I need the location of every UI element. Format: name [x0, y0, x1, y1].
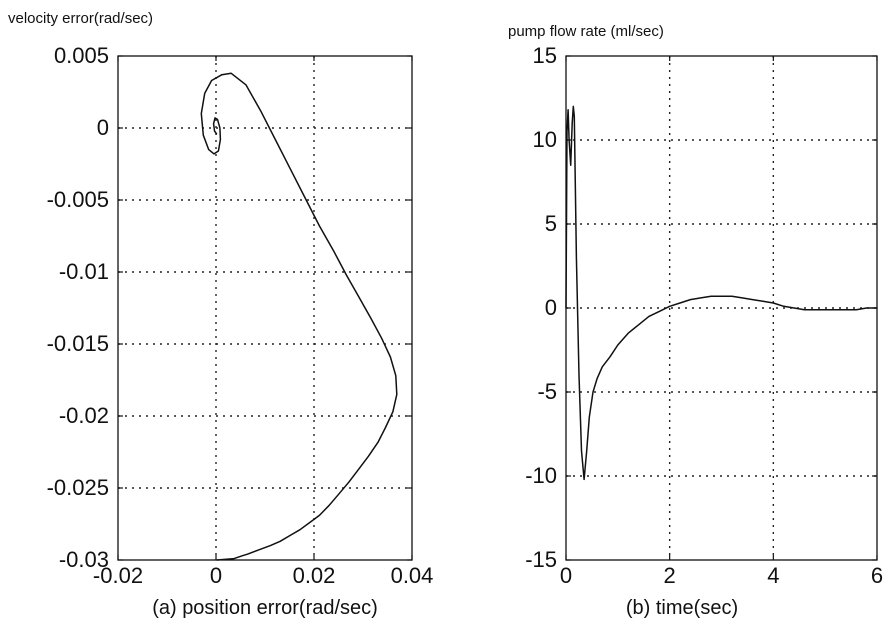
y-tick-label-b-3: 0	[545, 295, 557, 320]
y-axis-title-a: velocity error(rad/sec)	[8, 10, 153, 27]
y-tick-label-a-2: -0.005	[47, 187, 109, 212]
series-line-b-0	[565, 105, 878, 481]
x-tick-label-b-0: 0	[560, 563, 572, 588]
y-tick-label-a-3: -0.01	[59, 259, 109, 284]
x-axis-title-a: (a) position error(rad/sec)	[152, 597, 378, 619]
y-tick-label-b-4: -5	[537, 379, 557, 404]
y-tick-label-a-4: -0.015	[47, 331, 109, 356]
y-tick-label-a-6: -0.025	[47, 475, 109, 500]
y-tick-label-a-1: 0	[97, 115, 109, 140]
y-axis-title-b: pump flow rate (ml/sec)	[508, 23, 664, 40]
y-tick-label-a-7: -0.03	[59, 547, 109, 572]
y-tick-label-b-5: -10	[525, 463, 557, 488]
x-axis-title-b: (b) time(sec)	[626, 597, 738, 619]
axes-frame-a	[117, 55, 413, 561]
x-tick-label-a-2: 0.02	[293, 563, 336, 588]
y-tick-label-a-0: 0.005	[54, 43, 109, 68]
series-line-a-0	[216, 72, 398, 561]
chart-panel-a: -0.02 0 0.02 0.04 0.005 0 -0.005 -0.01 -0.015 -0.…	[8, 10, 433, 619]
y-tick-label-b-2: 5	[545, 211, 557, 236]
y-tick-label-b-0: 15	[533, 43, 557, 68]
x-tick-label-a-1: 0	[210, 563, 222, 588]
y-tick-label-b-6: -15	[525, 547, 557, 572]
x-tick-label-b-2: 4	[767, 563, 779, 588]
series-line-a-1	[200, 73, 223, 155]
x-tick-label-a-0: -0.02	[93, 563, 143, 588]
x-tick-label-b-1: 2	[664, 563, 676, 588]
chart-panel-b: 0 2 4 6 15 10 5 0 -5 -10 -15 pump flow rate (ml/sec…	[508, 23, 883, 619]
x-tick-label-a-3: 0.04	[391, 563, 434, 588]
y-tick-label-a-5: -0.02	[59, 403, 109, 428]
x-tick-label-b-3: 6	[871, 563, 883, 588]
y-tick-label-b-1: 10	[533, 127, 557, 152]
